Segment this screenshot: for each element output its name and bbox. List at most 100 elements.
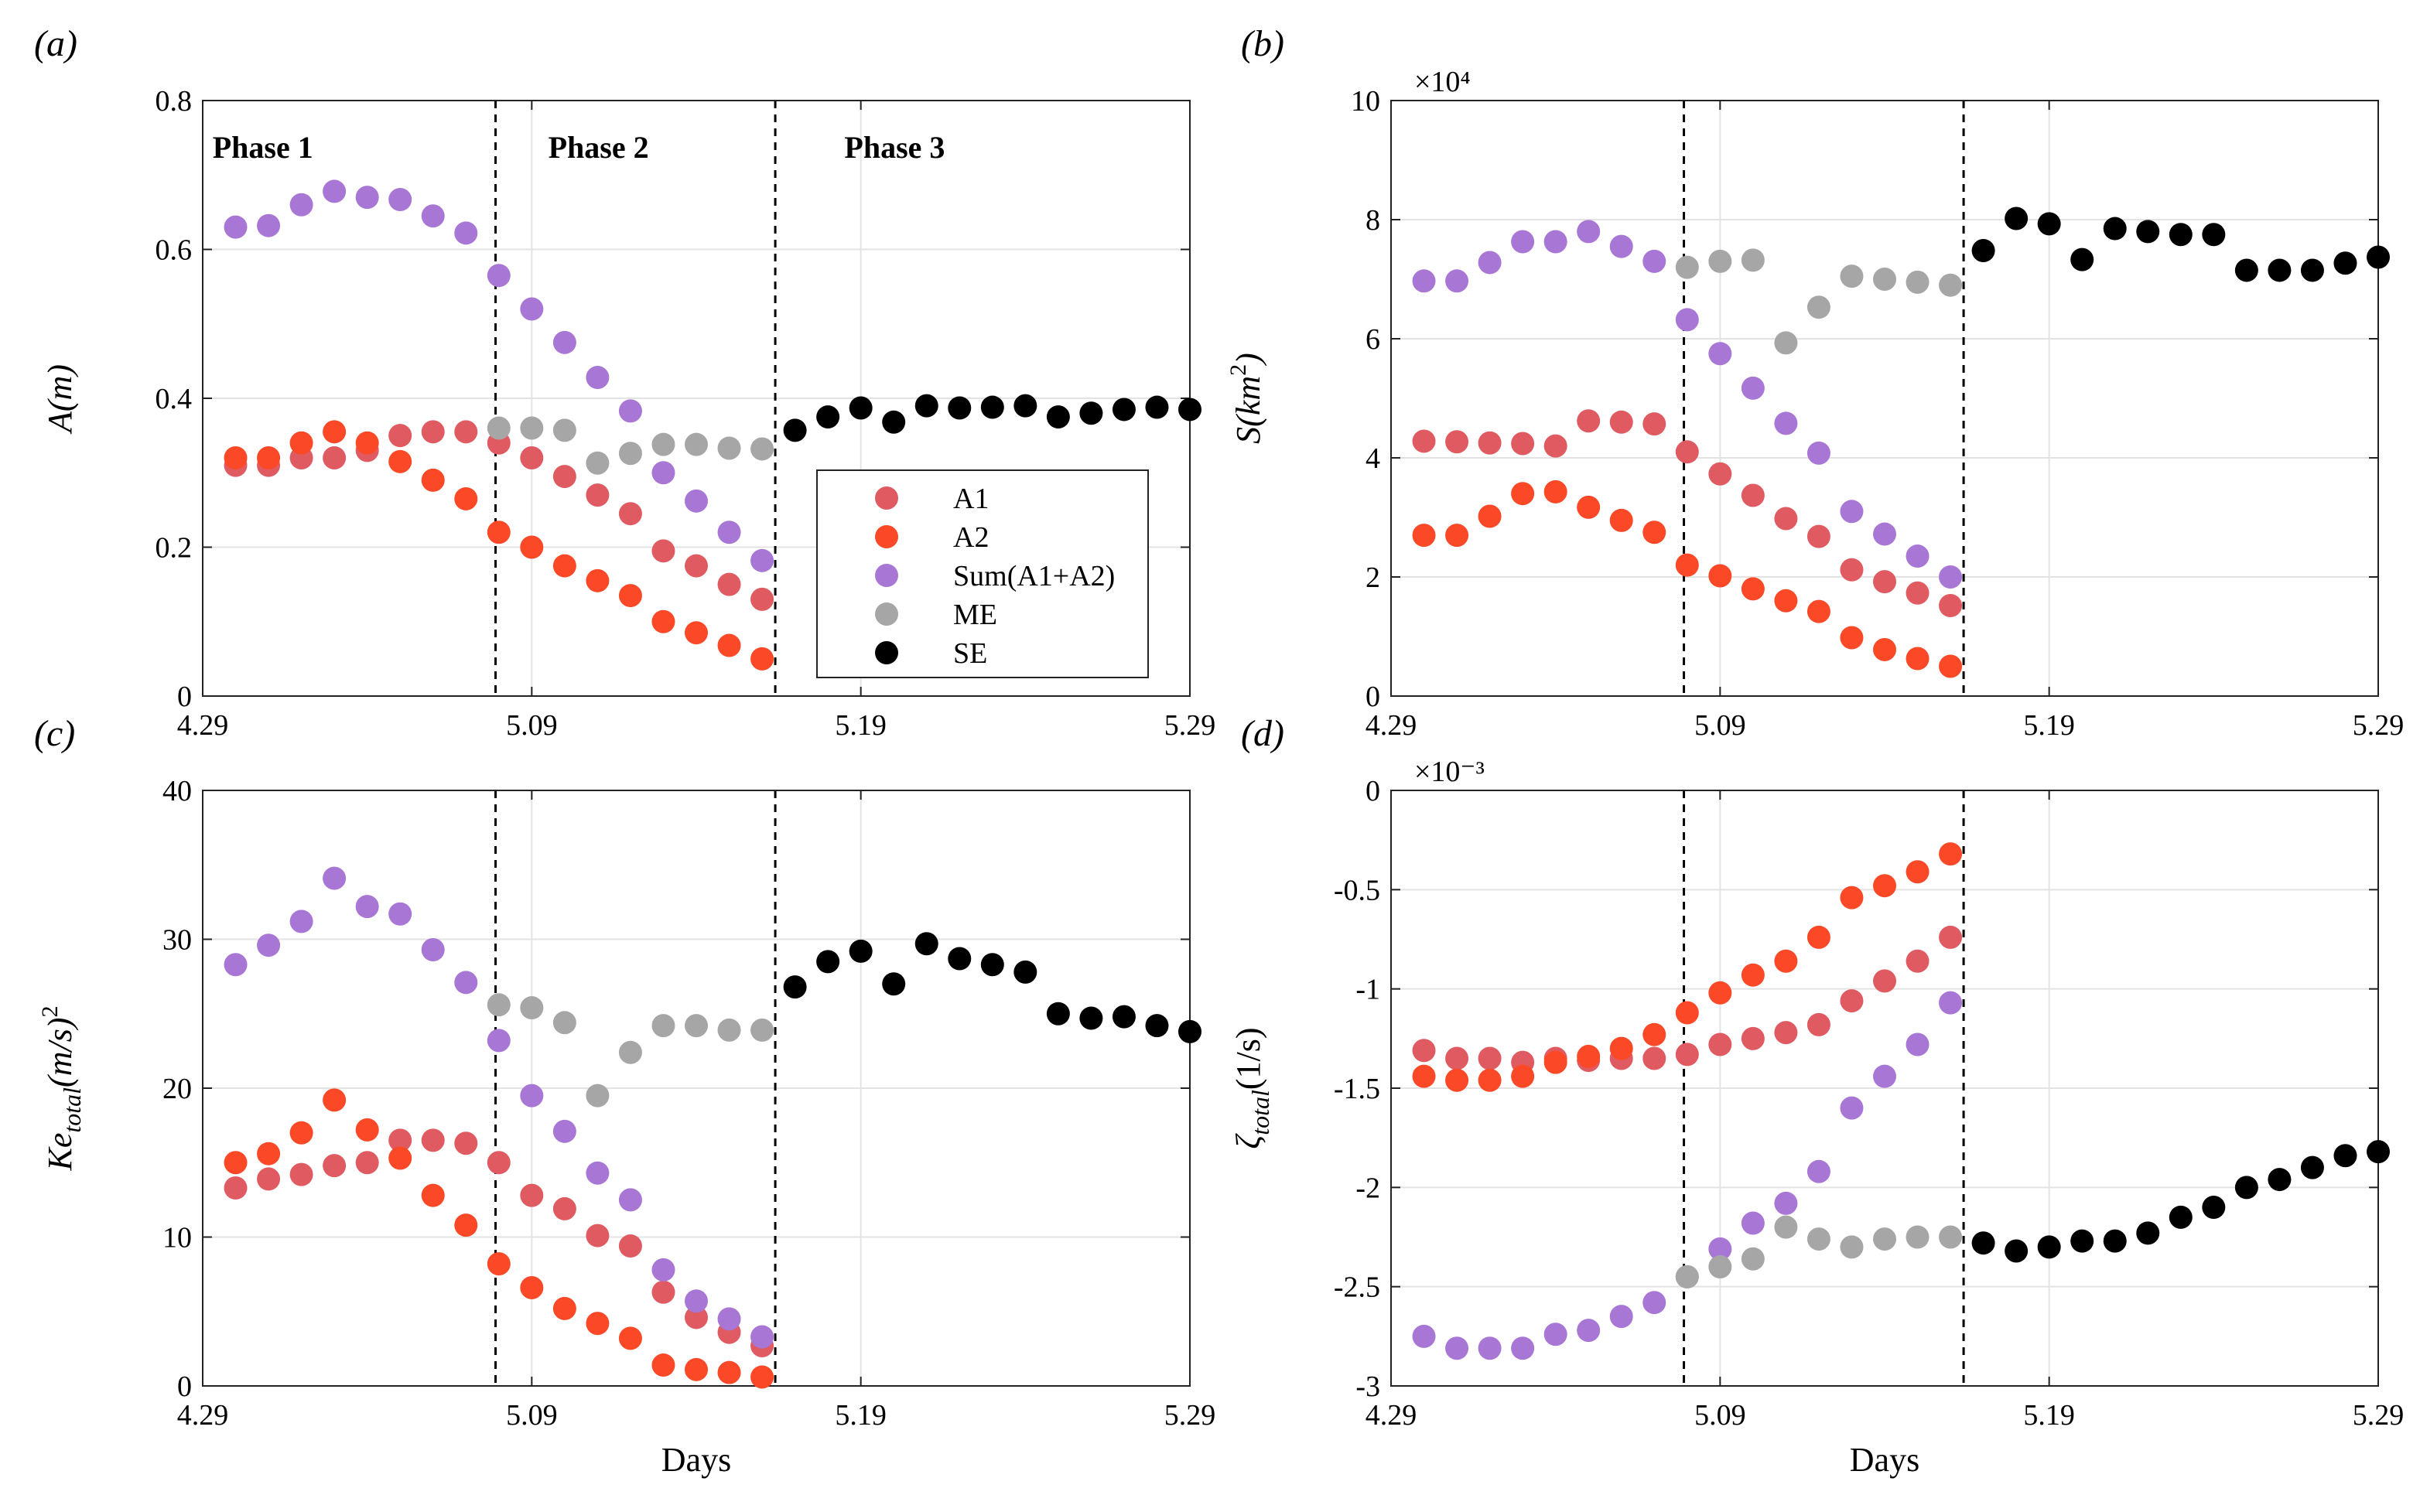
point-a2	[717, 1360, 741, 1384]
point-sum-a1-a2	[1543, 1323, 1567, 1346]
y-tick-label: 0.4	[156, 383, 193, 415]
point-a1	[651, 1280, 675, 1304]
point-se	[2103, 217, 2127, 241]
point-me	[750, 1018, 774, 1042]
point-sum-a1-a2	[651, 1258, 675, 1282]
point-se	[2300, 1155, 2324, 1179]
point-sum-a1-a2	[257, 933, 281, 957]
point-sum-a1-a2	[388, 902, 412, 926]
y-tick-label: 0.2	[156, 532, 193, 565]
point-se	[849, 939, 873, 963]
point-a1	[651, 539, 675, 563]
point-a2	[1478, 504, 1502, 528]
point-a2	[1708, 981, 1732, 1005]
point-me	[1906, 270, 1930, 294]
point-se	[1178, 398, 1201, 422]
point-a1	[618, 502, 642, 526]
y-axis-label: ζtotal(1/s)	[1229, 1027, 1274, 1149]
point-a1	[1873, 969, 1896, 993]
phase-label: Phase 2	[549, 130, 649, 165]
point-a2	[1412, 524, 1436, 548]
point-se	[783, 975, 807, 999]
point-me	[520, 416, 544, 440]
point-a1	[1675, 440, 1699, 464]
point-a1	[454, 1131, 478, 1155]
y-tick-label: 0	[1366, 775, 1380, 807]
point-a1	[388, 424, 412, 448]
point-se	[2037, 1235, 2061, 1259]
point-sum-a1-a2	[1511, 1336, 1535, 1360]
point-a2	[355, 1118, 379, 1142]
point-a1	[421, 1128, 445, 1152]
legend-label: A2	[953, 521, 989, 554]
point-me	[586, 451, 610, 475]
point-se	[882, 410, 906, 434]
point-a2	[1445, 524, 1469, 548]
point-se	[783, 418, 807, 442]
point-a2	[1741, 963, 1765, 987]
point-sum-a1-a2	[1774, 411, 1798, 435]
point-a1	[1906, 581, 1930, 605]
y-tick-label: 10	[162, 1222, 192, 1254]
y-tick-label: 6	[1366, 323, 1380, 356]
point-sum-a1-a2	[1577, 1319, 1601, 1343]
point-se	[2005, 206, 2029, 230]
point-a2	[454, 1213, 478, 1237]
point-me	[1840, 265, 1864, 288]
point-se	[2268, 1168, 2292, 1192]
point-se	[2202, 1196, 2226, 1219]
y-tick-label: 2	[1366, 561, 1380, 594]
y-tick-label: -3	[1355, 1370, 1380, 1403]
point-se	[980, 395, 1004, 419]
point-se	[2268, 258, 2292, 282]
point-me	[1741, 1247, 1765, 1271]
point-a2	[257, 1142, 281, 1166]
point-sum-a1-a2	[454, 221, 478, 245]
axes-box	[1390, 100, 2379, 697]
point-a1	[1642, 1046, 1666, 1070]
point-a1	[323, 446, 347, 469]
point-sum-a1-a2	[421, 937, 445, 961]
point-se	[1013, 960, 1037, 984]
point-a1	[1840, 558, 1864, 582]
point-a1	[1445, 1046, 1469, 1070]
x-tick-label: 4.29	[177, 709, 229, 742]
point-a2	[750, 647, 774, 671]
y-tick-label: 20	[162, 1073, 192, 1105]
point-a1	[1511, 432, 1535, 456]
point-me	[1939, 273, 1963, 297]
x-tick-label: 4.29	[1366, 1399, 1417, 1432]
point-sum-a1-a2	[289, 193, 313, 217]
point-me	[1708, 249, 1732, 273]
panel-c: 4.29 5.09 5.19 5.29 0 10 20 30 40 Ketotal(m/s)2 Da…	[34, 713, 1215, 1479]
point-sum-a1-a2	[355, 895, 379, 919]
point-a1	[1445, 430, 1469, 454]
point-sum-a1-a2	[1478, 251, 1502, 275]
y-tick-label: 4	[1366, 442, 1380, 475]
point-sum-a1-a2	[1445, 1336, 1469, 1360]
point-sum-a1-a2	[1708, 342, 1732, 366]
point-se	[2333, 1144, 2357, 1168]
point-me	[651, 1014, 675, 1038]
point-me	[1708, 1255, 1732, 1278]
point-a2	[552, 1296, 576, 1320]
point-sum-a1-a2	[421, 204, 445, 228]
point-a2	[289, 431, 313, 455]
point-a2	[1511, 482, 1535, 506]
point-a2	[289, 1121, 313, 1145]
phase-label: Phase 1	[213, 130, 313, 165]
point-me	[520, 996, 544, 1020]
point-se	[2169, 223, 2193, 247]
point-sum-a1-a2	[1412, 269, 1436, 293]
point-a2	[1445, 1068, 1469, 1092]
point-a1	[1577, 409, 1601, 433]
x-tick-label: 5.29	[2353, 1399, 2405, 1432]
point-me	[586, 1084, 610, 1108]
point-me	[1873, 1227, 1896, 1251]
point-sum-a1-a2	[323, 179, 347, 203]
point-a2	[1873, 874, 1896, 898]
point-se	[1971, 1231, 1995, 1255]
point-me	[552, 1011, 576, 1035]
y-tick-label: 0	[177, 681, 192, 713]
